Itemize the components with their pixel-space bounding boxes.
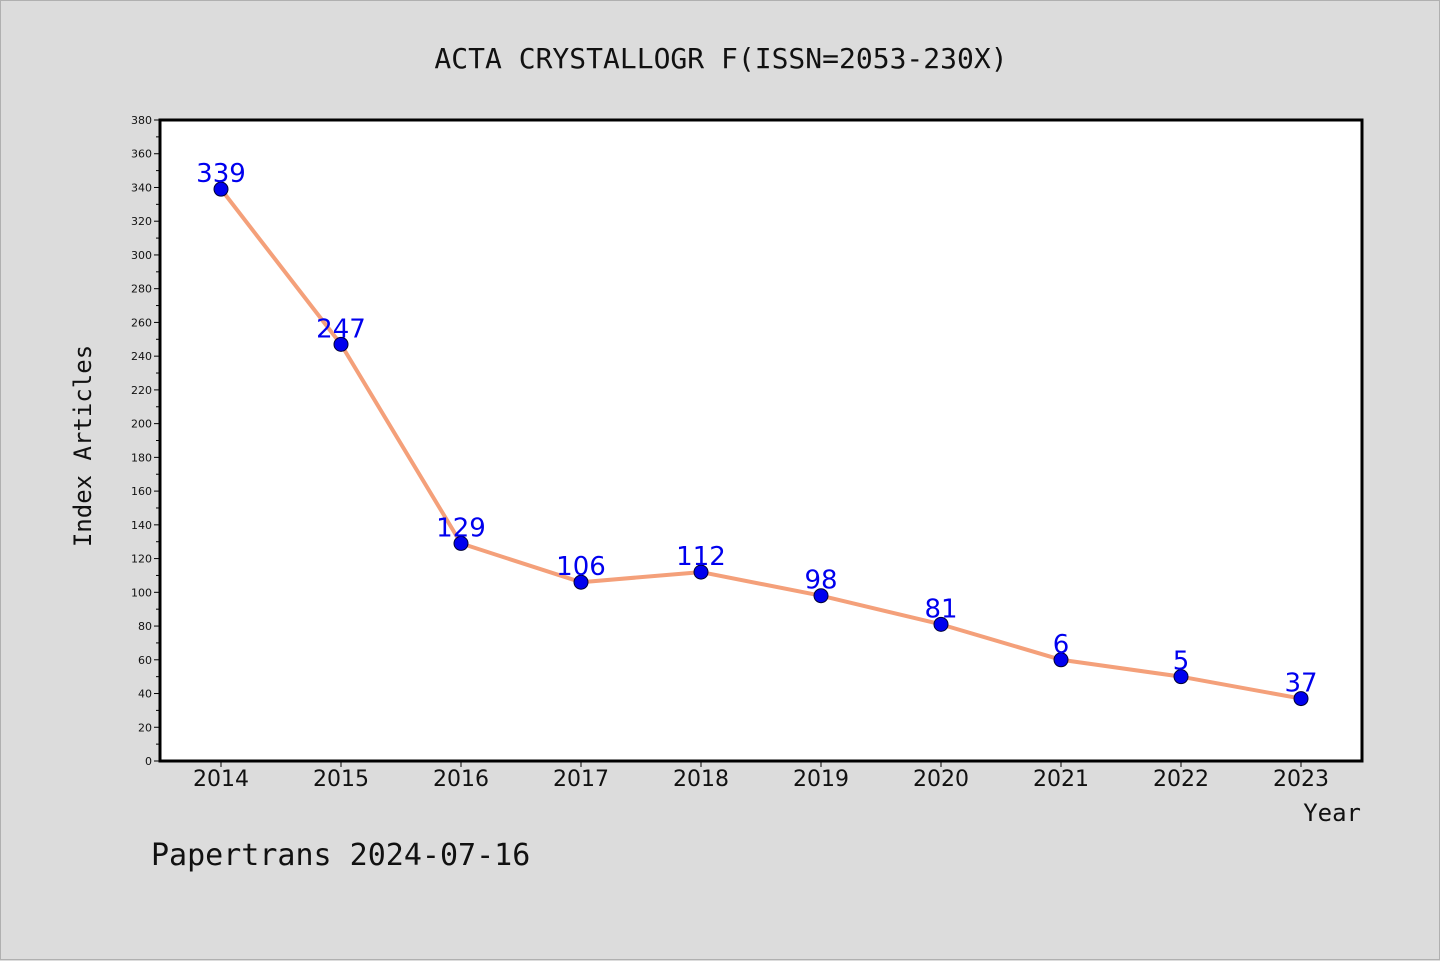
y-tick-label: 300 [131,249,152,262]
plot-area [158,118,1364,763]
y-tick-label: 340 [131,181,152,194]
footer-watermark: Papertrans 2024-07-16 [151,838,530,873]
data-label: 106 [556,552,606,582]
x-tick-label: 2022 [1153,767,1209,792]
x-axis: 2014 2015 2016 2017 2018 2019 2020 2021 2022 2023 [193,761,1329,792]
y-tick-label: 120 [131,553,152,566]
plot-border [158,118,1364,763]
data-point-marker [813,588,829,604]
data-label: 81 [924,594,957,624]
y-tick-label: 320 [131,215,152,228]
series-line-group [213,181,1309,707]
data-label: 339 [196,159,246,189]
data-point-marker [693,564,709,580]
data-point-marker [933,616,949,632]
data-label: 98 [804,566,837,596]
x-tick-label: 2015 [313,767,369,792]
y-axis: 0 20 40 60 80 100 120 140 160 180 200 220 240 260 280 3… [131,114,160,768]
y-tick-label: 360 [131,148,152,161]
data-label: 247 [316,314,366,344]
chart-title: ACTA CRYSTALLOGR F(ISSN=2053-230X) [434,42,1007,75]
y-tick-label: 240 [131,350,152,363]
y-tick-label: 260 [131,316,152,329]
series-line [219,187,1302,701]
x-tick-label: 2016 [433,767,489,792]
x-tick-label: 2020 [913,767,969,792]
y-tick-label: 280 [131,283,152,296]
x-tick-label: 2018 [673,767,729,792]
x-axis-title: Year [1303,799,1361,827]
y-tick-label: 40 [138,688,152,701]
y-tick-label: 160 [131,485,152,498]
y-tick-label: 100 [131,586,152,599]
data-point-marker [333,336,349,352]
data-label: 37 [1284,669,1317,699]
y-tick-label: 140 [131,519,152,532]
data-point-marker [213,181,229,197]
data-point-marker [573,574,589,590]
data-label: 5 [1173,647,1190,677]
x-tick-label: 2023 [1273,767,1329,792]
x-tick-label: 2019 [793,767,849,792]
data-point-marker [453,535,469,551]
data-label: 129 [436,513,486,543]
x-tick-label: 2021 [1033,767,1089,792]
data-label: 6 [1053,630,1070,660]
y-tick-label: 380 [131,114,152,127]
data-point-marker [1293,691,1309,707]
y-tick-label: 220 [131,384,152,397]
y-tick-label: 80 [138,620,152,633]
data-labels-group: 339 247 129 106 112 98 81 6 5 37 [196,159,1317,698]
data-label: 112 [676,542,726,572]
y-tick-label: 60 [138,654,152,667]
x-tick-label: 2014 [193,767,249,792]
y-tick-label: 20 [138,721,152,734]
y-tick-label: 180 [131,451,152,464]
y-tick-label: 200 [131,418,152,431]
y-tick-label: 0 [145,755,152,768]
x-tick-label: 2017 [553,767,609,792]
data-point-marker [1173,669,1189,685]
y-axis-title: Index Articles [69,345,97,547]
data-point-marker [1053,652,1069,668]
